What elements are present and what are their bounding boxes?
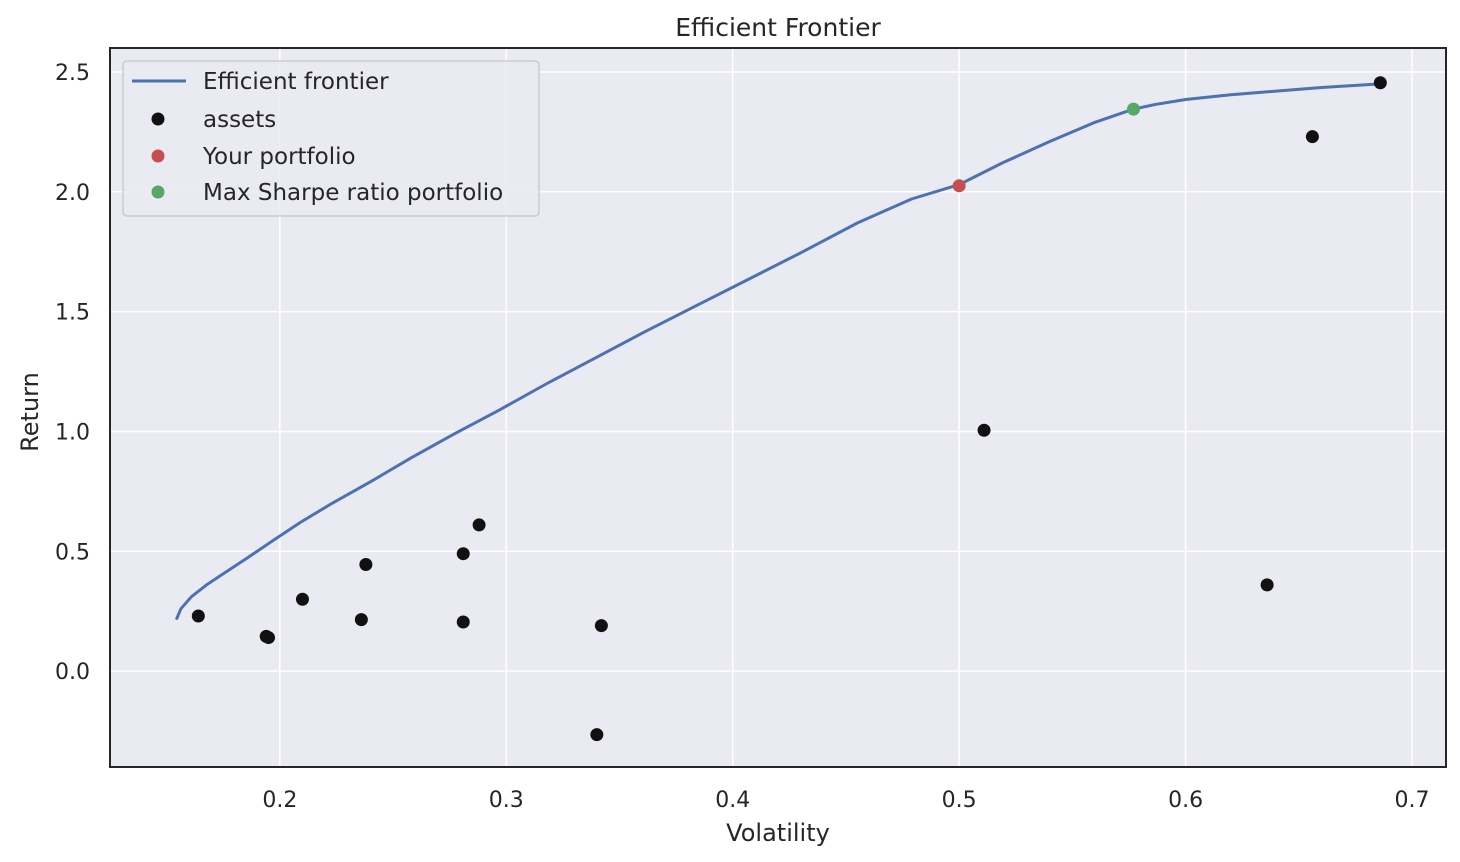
asset-point: [1305, 130, 1319, 144]
frontier-layer: [175, 82, 1382, 620]
x-tick-label: 0.6: [1168, 788, 1203, 813]
legend-frontier-label: Efficient frontier: [203, 69, 389, 95]
asset-point: [590, 728, 604, 742]
x-tick-label: 0.2: [262, 788, 297, 813]
your-portfolio-point: [952, 179, 966, 193]
asset-point: [1373, 76, 1387, 90]
y-axis-label: Return: [16, 372, 44, 452]
legend-assets-label: assets: [203, 107, 276, 133]
legend-max-sharpe-swatch: [151, 185, 165, 199]
y-tick-label: 1.5: [55, 301, 90, 326]
asset-point: [191, 609, 205, 623]
y-axis-ticks: 0.0 0.5 1.0 1.5 2.0 2.5: [55, 61, 90, 685]
y-tick-label: 0.5: [55, 540, 90, 565]
y-tick-label: 1.0: [55, 420, 90, 445]
grid: [110, 48, 1446, 767]
asset-point: [594, 619, 608, 633]
asset-point: [977, 423, 991, 437]
asset-point: [354, 613, 368, 627]
legend-assets-swatch: [151, 112, 165, 126]
y-tick-label: 2.5: [55, 61, 90, 86]
max-sharpe-point: [1127, 102, 1141, 116]
x-tick-label: 0.3: [489, 788, 524, 813]
points-layer: [191, 76, 1387, 742]
y-tick-label: 0.0: [55, 660, 90, 685]
legend: Efficient frontier assets Your portfolio…: [122, 60, 540, 217]
x-tick-label: 0.4: [715, 788, 750, 813]
x-tick-label: 0.7: [1395, 788, 1430, 813]
asset-point: [359, 557, 373, 571]
asset-point: [262, 631, 276, 645]
asset-point: [456, 615, 470, 629]
asset-point: [456, 547, 470, 561]
legend-box: [122, 60, 540, 217]
efficient-frontier-line: [175, 82, 1382, 620]
legend-your-portfolio-label: Your portfolio: [202, 144, 356, 170]
x-axis-ticks: 0.2 0.3 0.4 0.5 0.6 0.7: [262, 788, 1429, 813]
legend-your-portfolio-swatch: [151, 149, 165, 163]
asset-point: [295, 592, 309, 606]
asset-point: [472, 518, 486, 532]
asset-point: [1260, 578, 1274, 592]
legend-max-sharpe-label: Max Sharpe ratio portfolio: [203, 180, 503, 206]
x-axis-label: Volatility: [726, 819, 830, 847]
chart-title: Efficient Frontier: [675, 13, 881, 42]
plot-frame: [109, 47, 1447, 768]
x-tick-label: 0.5: [942, 788, 977, 813]
y-tick-label: 2.0: [55, 181, 90, 206]
